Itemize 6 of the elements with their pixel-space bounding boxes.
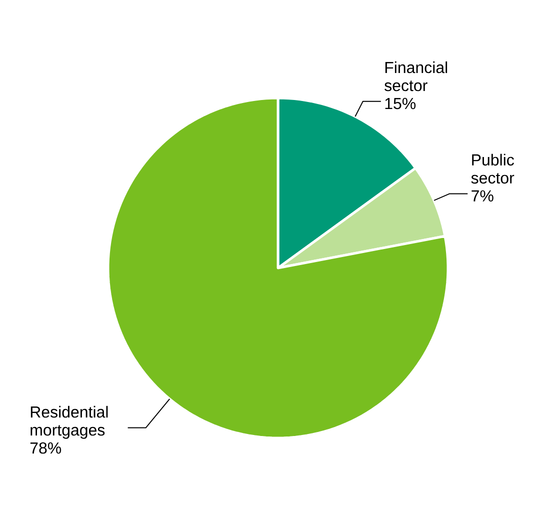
slice-label: Residential mortgages xyxy=(30,406,108,439)
slice-label: Financial sector xyxy=(384,61,448,92)
slice-label: Public sector xyxy=(471,154,514,184)
data-label: 7% xyxy=(472,190,494,202)
data-label: 78% xyxy=(30,442,62,454)
data-label: 15% xyxy=(385,98,416,110)
